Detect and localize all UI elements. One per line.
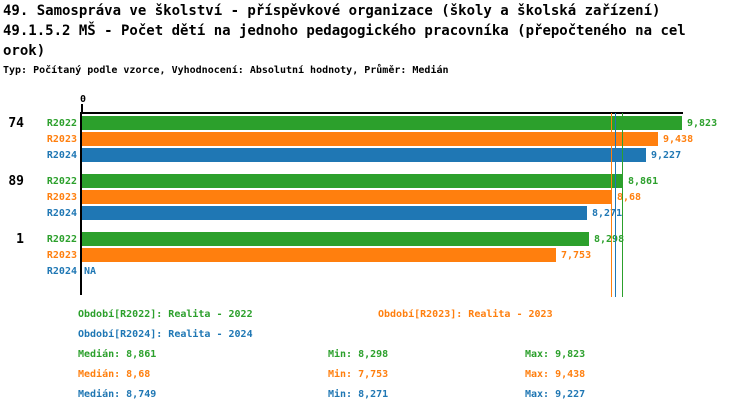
bar-value-label-r2022-group-89: 8,861 [628, 176, 659, 187]
bar-r2023-group-74 [82, 132, 658, 146]
bar-row-label-r2023: R2023 [46, 250, 77, 261]
legend-item-r2023: Období[R2023]: Realita - 2023 [378, 309, 553, 320]
bar-r2024-group-89 [82, 206, 587, 220]
na-label-r2024-group-1: NA [84, 266, 97, 277]
bar-row-label-r2024: R2024 [46, 208, 77, 219]
bar-r2023-group-1 [82, 248, 556, 262]
group-label-74: 74 [8, 116, 24, 131]
bar-value-label-r2024-group-74: 9,227 [651, 150, 682, 161]
bar-value-label-r2023-group-1: 7,753 [561, 250, 592, 261]
bar-value-label-r2022-group-74: 9,823 [687, 118, 718, 129]
bar-row-label-r2024: R2024 [46, 150, 77, 161]
stat-median-r2022: Medián: 8,861 [78, 349, 157, 360]
bar-r2022-group-1 [82, 232, 589, 246]
group-label-1: 1 [16, 232, 24, 247]
bar-r2024-group-74 [82, 148, 646, 162]
x-axis-line [81, 112, 683, 114]
bar-r2022-group-74 [82, 116, 682, 130]
bar-row-label-r2023: R2023 [46, 134, 77, 145]
legend-item-r2022: Období[R2022]: Realita - 2022 [78, 309, 253, 320]
report-title-line-1: 49. Samospráva ve školství - příspěvkové… [3, 3, 661, 19]
stat-min-r2022: Min: 8,298 [328, 349, 389, 360]
median-line-r2023 [611, 113, 612, 297]
report-title-line-2: 49.1.5.2 MŠ - Počet dětí na jednoho peda… [3, 23, 686, 39]
bar-value-label-r2023-group-89: 8,68 [617, 192, 642, 203]
stat-median-r2023: Medián: 8,68 [78, 369, 151, 380]
bar-r2022-group-89 [82, 174, 623, 188]
stat-max-r2022: Max: 9,823 [525, 349, 586, 360]
bar-row-label-r2022: R2022 [46, 118, 77, 129]
stat-median-r2024: Medián: 8,749 [78, 389, 157, 400]
legend-item-r2024: Období[R2024]: Realita - 2024 [78, 329, 253, 340]
median-line-r2022 [622, 113, 623, 297]
bar-value-label-r2023-group-74: 9,438 [663, 134, 694, 145]
stat-max-r2023: Max: 9,438 [525, 369, 586, 380]
bar-value-label-r2024-group-89: 8,271 [592, 208, 623, 219]
x-axis-zero-label: 0 [79, 94, 87, 105]
stat-min-r2024: Min: 8,271 [328, 389, 389, 400]
bar-r2023-group-89 [82, 190, 612, 204]
bar-row-label-r2024: R2024 [46, 266, 77, 277]
report-title-line-3: orok) [3, 43, 46, 59]
bar-value-label-r2022-group-1: 8,298 [594, 234, 625, 245]
stat-max-r2024: Max: 9,227 [525, 389, 586, 400]
group-label-89: 89 [8, 174, 24, 189]
report-meta-line: Typ: Počítaný podle vzorce, Vyhodnocení:… [3, 65, 449, 76]
bar-row-label-r2023: R2023 [46, 192, 77, 203]
median-line-r2024 [615, 113, 616, 297]
bar-row-label-r2022: R2022 [46, 176, 77, 187]
y-axis-line [80, 112, 82, 295]
bar-row-label-r2022: R2022 [46, 234, 77, 245]
x-axis-zero-tick [81, 104, 83, 112]
stat-min-r2023: Min: 7,753 [328, 369, 389, 380]
